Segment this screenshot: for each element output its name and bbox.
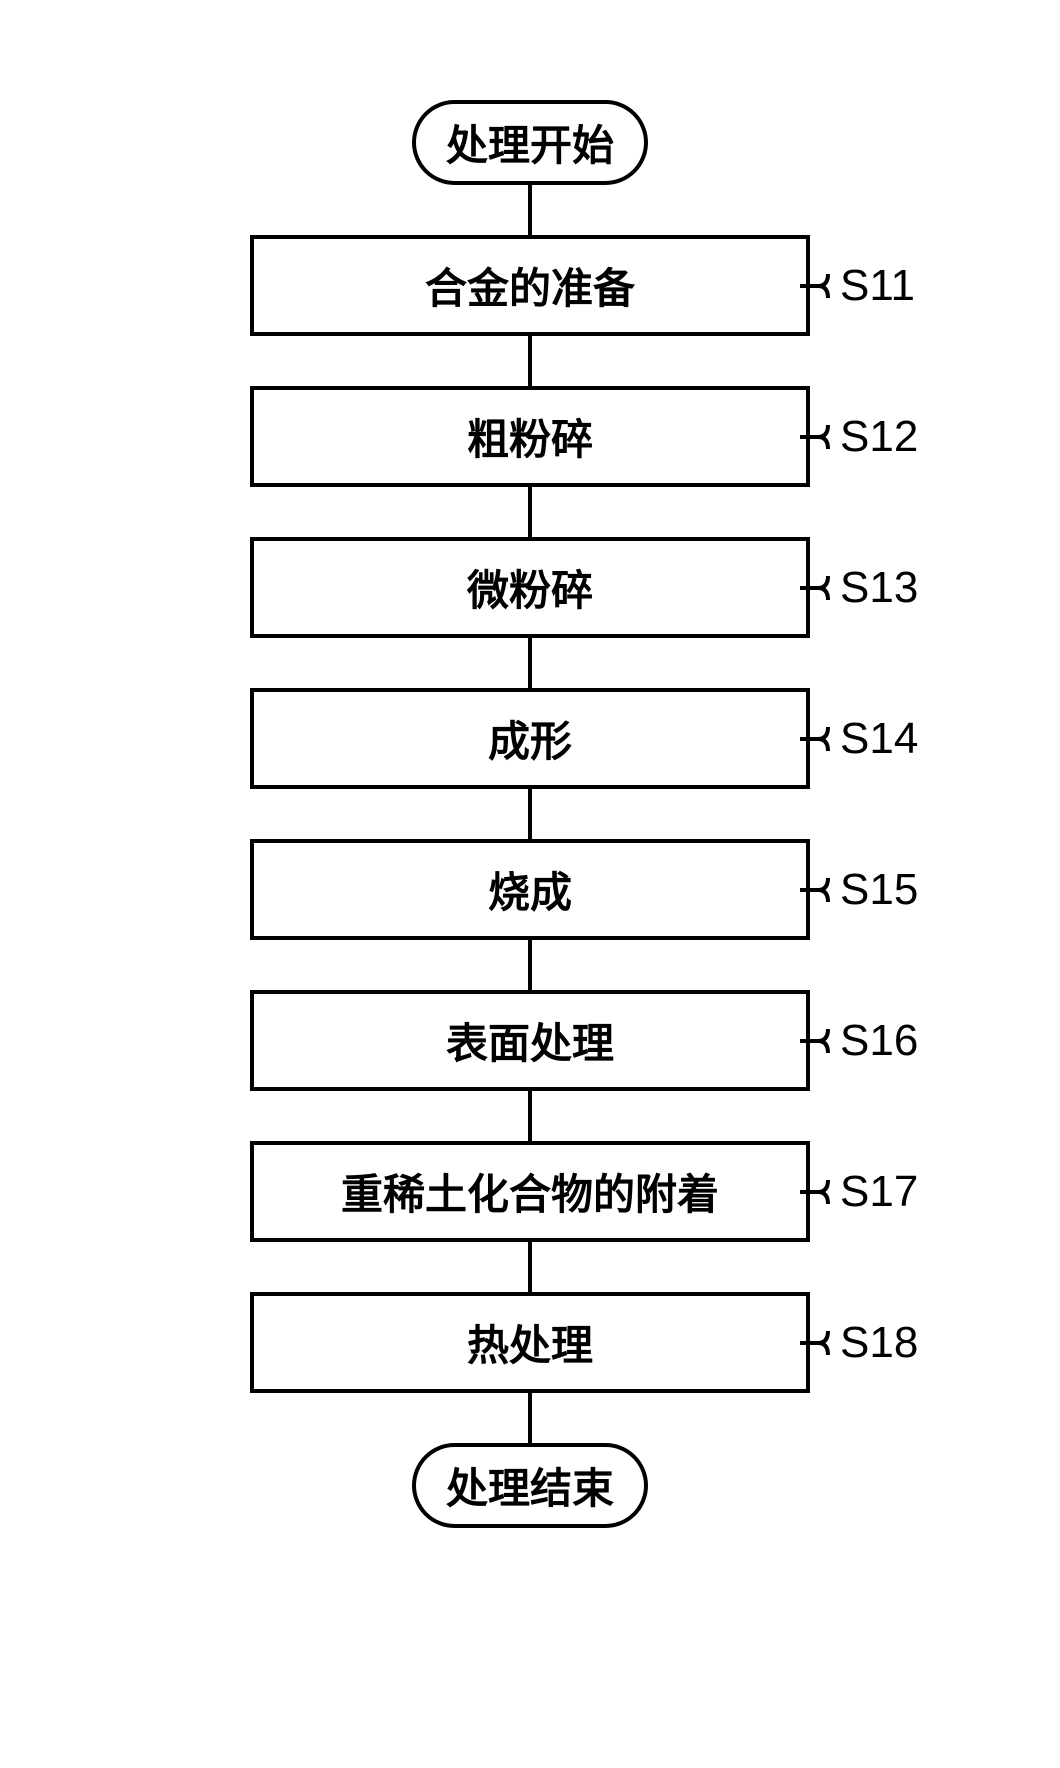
leader-icon (800, 407, 840, 467)
connector (528, 1242, 532, 1292)
step-id: S17 (840, 1167, 918, 1217)
process-row-s17: 重稀土化合物的附着 S17 (150, 1141, 910, 1242)
process-box: 重稀土化合物的附着 (250, 1141, 810, 1242)
step-label: S18 (800, 1313, 918, 1373)
process-row-s12: 粗粉碎 S12 (150, 386, 910, 487)
process-box: 成形 (250, 688, 810, 789)
step-label: S13 (800, 558, 918, 618)
step-id: S13 (840, 563, 918, 613)
end-terminator-wrap: 处理结束 (150, 1443, 910, 1528)
step-id: S11 (840, 261, 915, 311)
leader-icon (800, 860, 840, 920)
end-terminator: 处理结束 (412, 1443, 648, 1528)
leader-icon (800, 1313, 840, 1373)
process-row-s15: 烧成 S15 (150, 839, 910, 940)
step-id: S18 (840, 1318, 918, 1368)
connector (528, 789, 532, 839)
process-row-s16: 表面处理 S16 (150, 990, 910, 1091)
process-box: 烧成 (250, 839, 810, 940)
process-row-s18: 热处理 S18 (150, 1292, 910, 1393)
leader-icon (800, 1011, 840, 1071)
leader-icon (800, 558, 840, 618)
step-label: S11 (800, 256, 915, 316)
start-terminator: 处理开始 (412, 100, 648, 185)
connector (528, 185, 532, 235)
connector (528, 638, 532, 688)
flowchart-container: 处理开始 合金的准备 S11 粗粉碎 S12 微粉碎 S13 成形 S14 (150, 100, 910, 1528)
process-row-s14: 成形 S14 (150, 688, 910, 789)
step-label: S12 (800, 407, 918, 467)
step-label: S16 (800, 1011, 918, 1071)
leader-icon (800, 1162, 840, 1222)
process-box: 粗粉碎 (250, 386, 810, 487)
process-box: 热处理 (250, 1292, 810, 1393)
connector (528, 487, 532, 537)
step-id: S16 (840, 1016, 918, 1066)
process-box: 合金的准备 (250, 235, 810, 336)
connector (528, 940, 532, 990)
connector (528, 1091, 532, 1141)
leader-icon (800, 709, 840, 769)
connector (528, 336, 532, 386)
process-box: 表面处理 (250, 990, 810, 1091)
step-id: S12 (840, 412, 918, 462)
process-box: 微粉碎 (250, 537, 810, 638)
step-label: S14 (800, 709, 918, 769)
step-label: S15 (800, 860, 918, 920)
process-row-s11: 合金的准备 S11 (150, 235, 910, 336)
step-id: S15 (840, 865, 918, 915)
step-label: S17 (800, 1162, 918, 1222)
connector (528, 1393, 532, 1443)
process-row-s13: 微粉碎 S13 (150, 537, 910, 638)
leader-icon (800, 256, 840, 316)
step-id: S14 (840, 714, 918, 764)
start-terminator-wrap: 处理开始 (150, 100, 910, 185)
